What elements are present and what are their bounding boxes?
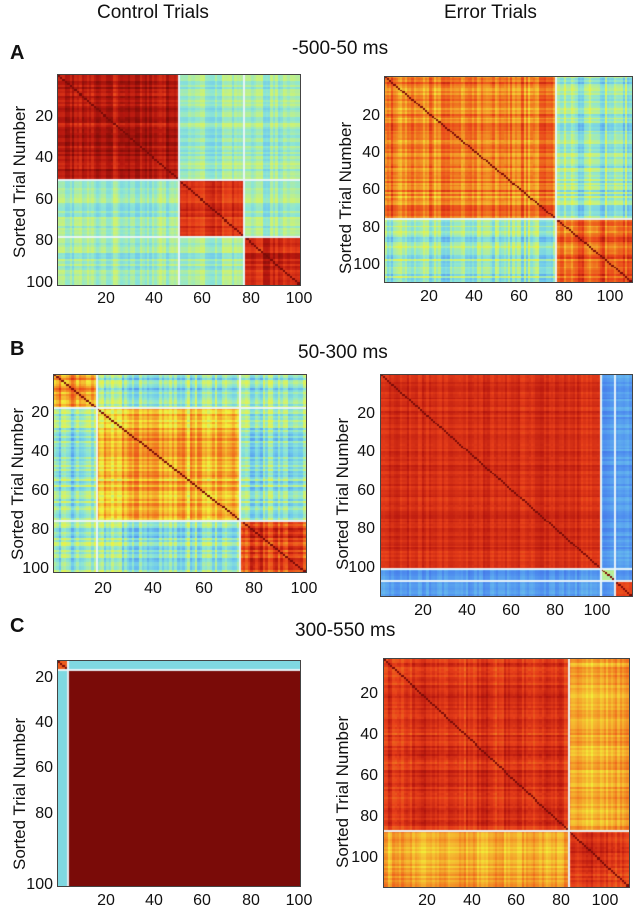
ytick: 80	[35, 232, 53, 249]
xtick: 80	[245, 580, 263, 597]
ytick: 100	[26, 274, 53, 291]
panel-title-a: -500-50 ms	[292, 38, 389, 59]
panel-title-b: 50-300 ms	[298, 342, 388, 363]
xtick: 60	[507, 892, 525, 909]
xtick: 60	[195, 580, 213, 597]
xtick: 100	[285, 290, 313, 307]
xtick: 20	[97, 290, 115, 307]
ytick: 100	[26, 876, 53, 893]
heatmap-b-error-canvas	[380, 374, 633, 597]
xtick: 40	[465, 288, 483, 305]
ylabel-c-control: Sorted Trial Number	[10, 717, 29, 870]
xtick: 80	[242, 290, 260, 307]
ytick: 60	[362, 181, 380, 198]
ytick: 20	[35, 108, 53, 125]
ytick: 20	[31, 404, 49, 421]
ytick: 60	[357, 482, 375, 499]
ytick: 40	[35, 714, 53, 731]
xtick: 20	[94, 580, 112, 597]
ytick: 40	[31, 443, 49, 460]
ytick: 80	[357, 520, 375, 537]
xtick: 40	[145, 892, 163, 909]
xtick: 60	[193, 892, 211, 909]
panel-letter-b: B	[10, 338, 25, 360]
xtick: 100	[596, 288, 624, 305]
ytick: 60	[35, 759, 53, 776]
xtick: 40	[144, 580, 162, 597]
panel-letter-c: C	[10, 615, 25, 637]
ytick: 40	[357, 443, 375, 460]
ytick: 100	[348, 559, 375, 576]
ytick: 80	[31, 521, 49, 538]
xtick: 80	[242, 892, 260, 909]
heatmap-c-control-canvas	[57, 660, 301, 887]
panel-title-c: 300-550 ms	[295, 620, 396, 641]
ytick: 20	[357, 405, 375, 422]
xtick: 20	[420, 288, 438, 305]
xtick: 60	[502, 602, 520, 619]
xtick: 80	[555, 288, 573, 305]
ytick: 100	[351, 849, 378, 866]
ytick: 20	[35, 669, 53, 686]
ytick: 20	[362, 107, 380, 124]
xtick: 20	[97, 892, 115, 909]
ytick: 80	[360, 808, 378, 825]
xtick: 80	[552, 892, 570, 909]
xtick: 80	[546, 602, 564, 619]
ytick: 80	[35, 805, 53, 822]
ytick: 20	[360, 685, 378, 702]
ytick: 40	[360, 726, 378, 743]
xtick: 20	[418, 892, 436, 909]
ytick: 40	[35, 149, 53, 166]
ytick: 100	[22, 560, 49, 577]
xtick: 60	[510, 288, 528, 305]
column-header-control: Control Trials	[97, 2, 209, 23]
heatmap-a-control-canvas	[57, 74, 301, 286]
xtick: 100	[285, 892, 313, 909]
column-header-error: Error Trials	[444, 2, 537, 23]
heatmap-a-error-canvas	[384, 76, 633, 283]
ytick: 60	[360, 767, 378, 784]
heatmap-c-error-canvas	[383, 658, 630, 888]
xtick: 40	[463, 892, 481, 909]
xtick: 100	[290, 580, 318, 597]
ytick: 60	[35, 191, 53, 208]
panel-letter-a: A	[10, 42, 25, 64]
ytick: 40	[362, 144, 380, 161]
xtick: 40	[145, 290, 163, 307]
xtick: 100	[583, 602, 611, 619]
xtick: 40	[458, 602, 476, 619]
ytick: 80	[362, 219, 380, 236]
xtick: 100	[591, 892, 619, 909]
heatmap-b-control-canvas	[53, 374, 307, 573]
ytick: 100	[353, 256, 380, 273]
xtick: 20	[414, 602, 432, 619]
xtick: 60	[193, 290, 211, 307]
ytick: 60	[31, 482, 49, 499]
